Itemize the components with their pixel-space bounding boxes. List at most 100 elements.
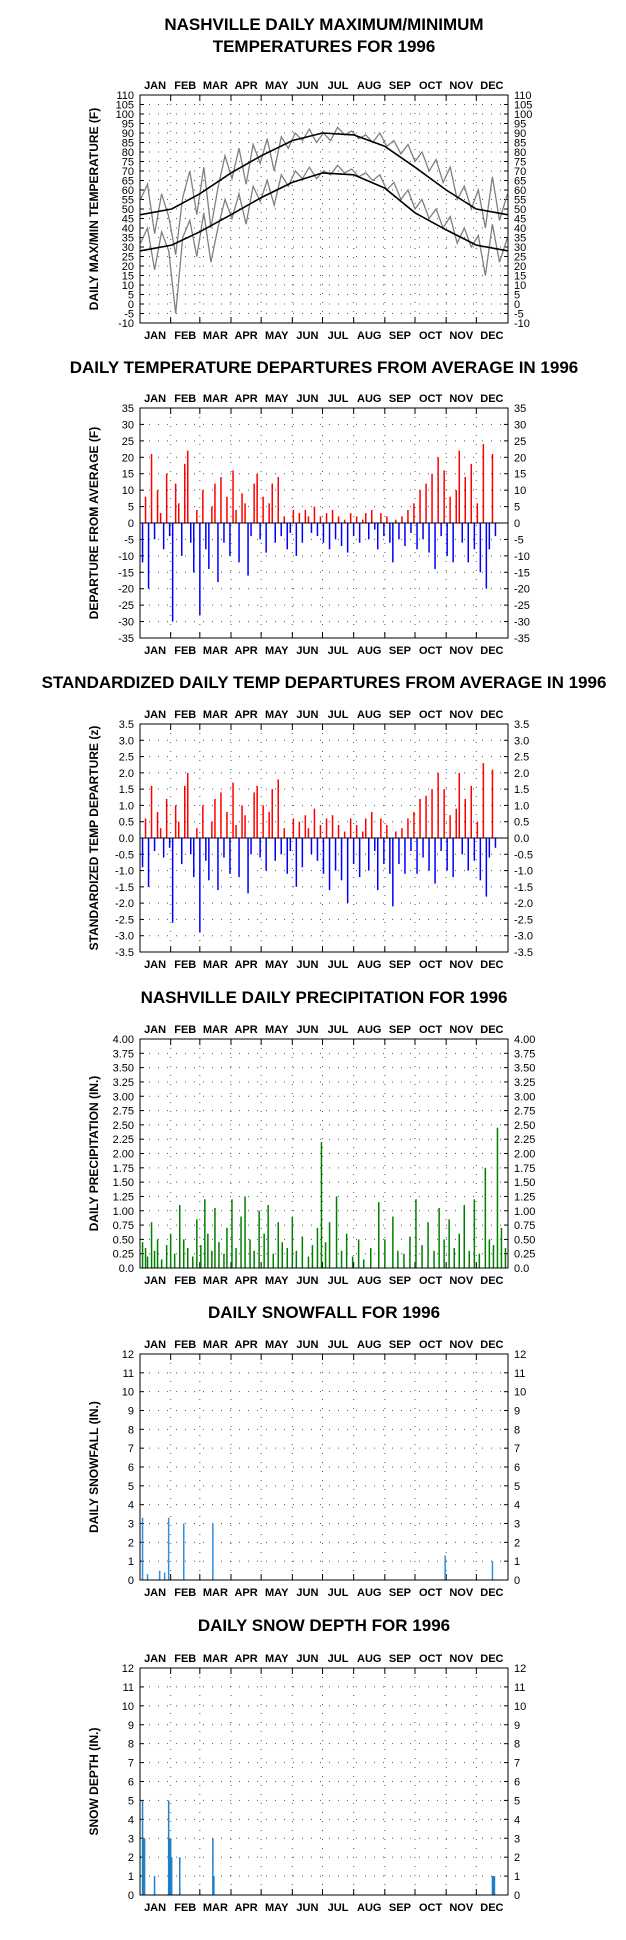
month-label-top: AUG <box>357 709 381 721</box>
bar <box>235 825 237 838</box>
month-label-top: DEC <box>480 80 503 92</box>
bar <box>358 523 361 543</box>
bar <box>286 523 288 550</box>
bar <box>211 506 213 523</box>
bar <box>187 450 189 523</box>
bar <box>199 523 201 615</box>
month-label-top: MAY <box>265 80 289 92</box>
plot-frame <box>139 1038 509 1269</box>
y-tick-label-left: 4 <box>128 1500 134 1512</box>
month-label-top: DEC <box>480 1339 503 1351</box>
y-tick-label-right: 9 <box>514 1720 520 1732</box>
bar <box>313 808 316 838</box>
month-label-bottom: MAY <box>265 330 289 342</box>
month-label-bottom: NOV <box>449 645 474 657</box>
chart-1: NASHVILLE DAILY MAXIMUM/MINIMUM TEMPERATU… <box>87 15 532 342</box>
bar <box>407 818 409 838</box>
month-label-bottom: MAY <box>265 1587 289 1599</box>
y-tick-label-right: -1.0 <box>514 866 533 878</box>
month-label-top: JUL <box>328 1339 349 1351</box>
bar <box>365 818 367 838</box>
bar <box>292 509 295 523</box>
bar <box>192 1256 194 1268</box>
bar <box>238 838 240 878</box>
bar <box>455 808 457 838</box>
bar <box>438 1207 440 1268</box>
y-tick-label-right: 0 <box>514 518 520 530</box>
bar <box>316 1227 319 1268</box>
bar <box>217 523 219 583</box>
bar <box>484 1167 487 1268</box>
bar <box>223 523 225 543</box>
bar <box>223 838 225 858</box>
bar <box>473 838 476 861</box>
month-label-bottom: AUG <box>357 330 381 342</box>
month-label-bottom: APR <box>234 330 257 342</box>
chart-title: NASHVILLE DAILY MAXIMUM/MINIMUM <box>164 15 483 34</box>
month-label-top: MAR <box>203 80 228 92</box>
month-label-top: NOV <box>449 1024 474 1036</box>
y-tick-label-right: 5 <box>514 502 520 514</box>
bar <box>440 838 442 851</box>
bar <box>244 1196 246 1268</box>
month-label-bottom: OCT <box>419 1587 443 1599</box>
bar <box>307 828 310 838</box>
month-label-top: MAY <box>265 1653 289 1665</box>
bar <box>422 838 424 858</box>
y-tick-label-left: 0.25 <box>113 1249 134 1261</box>
bar <box>274 838 276 861</box>
month-label-bottom: JAN <box>144 1275 166 1287</box>
y-tick-label-right: 80 <box>514 147 526 159</box>
bar <box>141 523 144 563</box>
y-tick-label-left: 30 <box>122 242 134 254</box>
bar <box>218 1242 220 1268</box>
bar <box>147 838 150 887</box>
month-label-top: AUG <box>357 1024 381 1036</box>
bar <box>217 838 219 891</box>
data-marks <box>141 1127 507 1269</box>
month-label-top: SEP <box>389 393 411 405</box>
month-label-bottom: JUN <box>296 1275 318 1287</box>
bar <box>256 473 258 523</box>
bar <box>220 792 222 838</box>
bar <box>170 1857 173 1895</box>
y-tick-label-left: 40 <box>122 223 134 235</box>
bar <box>304 509 307 523</box>
bar <box>292 818 295 838</box>
bar <box>358 838 361 878</box>
bar <box>144 1248 147 1268</box>
y-tick-label-right: 12 <box>514 1349 526 1361</box>
month-label-top: JAN <box>144 80 166 92</box>
y-tick-label-right: 1.50 <box>514 1177 535 1189</box>
bar <box>340 838 343 881</box>
bar <box>213 1876 215 1895</box>
y-tick-label-left: 50 <box>122 204 134 216</box>
month-label-top: FEB <box>174 1339 196 1351</box>
bar <box>407 509 409 523</box>
month-label-bottom: OCT <box>419 959 443 971</box>
y-tick-label-left: 15 <box>122 469 134 481</box>
bar <box>214 798 216 838</box>
bar <box>494 838 497 848</box>
y-tick-label-left: 105 <box>116 100 134 112</box>
y-tick-label-left: 10 <box>122 1701 134 1713</box>
bar <box>392 523 394 563</box>
bar <box>325 513 328 523</box>
month-label-bottom: SEP <box>389 645 411 657</box>
y-tick-label-right: 12 <box>514 1663 526 1675</box>
bar <box>431 789 433 838</box>
bar <box>389 523 391 543</box>
bar <box>425 483 427 523</box>
y-tick-label-right: 11 <box>514 1682 525 1694</box>
bar <box>398 523 400 540</box>
y-tick-label-right: 9 <box>514 1406 520 1418</box>
y-tick-label-right: 7 <box>514 1758 520 1770</box>
chart-5: DAILY SNOWFALL FOR 1996 JAN JAN FEB FEB MAR MA… <box>87 1303 526 1599</box>
y-tick-label-right: 25 <box>514 436 526 448</box>
bar <box>174 483 177 523</box>
month-label-top: APR <box>234 80 257 92</box>
bar <box>193 523 195 573</box>
month-label-top: JUL <box>328 393 349 405</box>
bar <box>240 1216 242 1268</box>
bar <box>247 523 249 576</box>
